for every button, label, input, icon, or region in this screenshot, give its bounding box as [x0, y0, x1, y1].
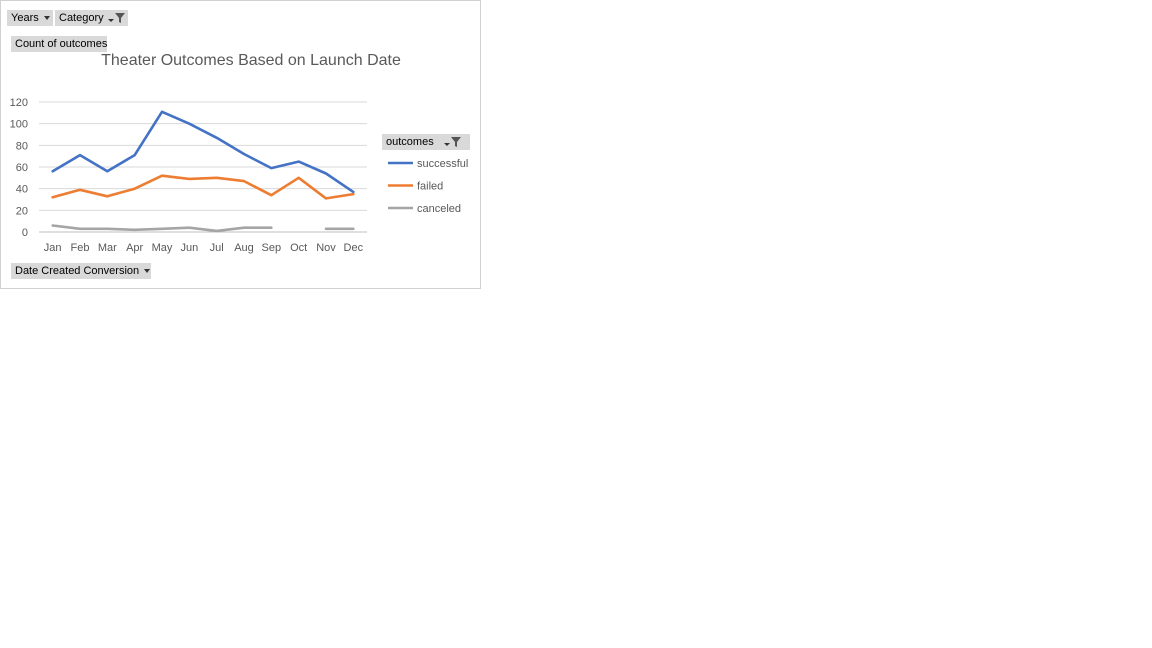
values-field-label: Count of outcomes: [15, 38, 108, 50]
years-filter-button[interactable]: Years: [7, 10, 53, 26]
x-tick-label: May: [152, 242, 173, 254]
legend-item-failed: failed: [417, 181, 443, 193]
y-tick-label: 120: [10, 97, 28, 109]
series-line-failed: [51, 174, 355, 200]
x-tick-label: Dec: [344, 242, 364, 254]
x-tick-label: Jul: [210, 242, 224, 254]
y-tick-label: 80: [16, 140, 28, 152]
series-line-successful: [51, 110, 355, 194]
chevron-down-icon: [43, 16, 50, 20]
category-filter-label: Category: [59, 12, 104, 24]
pivot-chart: Years Category Count of outcomes Theater…: [0, 0, 481, 289]
axis-field-button[interactable]: Date Created Conversion: [11, 263, 151, 279]
series-line-canceled: [51, 224, 273, 233]
y-tick-label: 0: [22, 227, 28, 239]
x-tick-label: Jun: [180, 242, 198, 254]
y-tick-label: 20: [16, 205, 28, 217]
x-tick-label: Mar: [98, 242, 117, 254]
chart-plot-area: 0 20 40 60 80 100 120 Jan Feb Mar Apr May Jun Jul Aug S…: [10, 97, 469, 254]
x-tick-label: Apr: [126, 242, 143, 254]
y-tick-label: 40: [16, 184, 28, 196]
filter-applied-icon: [107, 13, 125, 23]
chevron-down-icon: [144, 269, 151, 273]
y-tick-label: 100: [10, 119, 28, 131]
legend-item-canceled: canceled: [417, 203, 461, 215]
y-tick-label: 60: [16, 162, 28, 174]
axis-field-label: Date Created Conversion: [15, 265, 140, 277]
x-tick-label: Sep: [262, 242, 282, 254]
chart-title: Theater Outcomes Based on Launch Date: [101, 52, 401, 69]
category-filter-button[interactable]: Category: [55, 10, 128, 26]
legend-item-successful: successful: [417, 158, 468, 170]
filter-applied-icon: [443, 137, 461, 147]
x-tick-label: Feb: [71, 242, 90, 254]
years-filter-label: Years: [11, 12, 39, 24]
x-tick-label: Jan: [44, 242, 62, 254]
values-field-button[interactable]: Count of outcomes: [11, 36, 107, 52]
x-tick-label: Nov: [316, 242, 336, 254]
outcomes-legend-filter-label: outcomes: [386, 136, 434, 148]
outcomes-legend-filter-button[interactable]: outcomes: [382, 134, 470, 150]
x-tick-label: Aug: [234, 242, 254, 254]
x-tick-label: Oct: [290, 242, 307, 254]
